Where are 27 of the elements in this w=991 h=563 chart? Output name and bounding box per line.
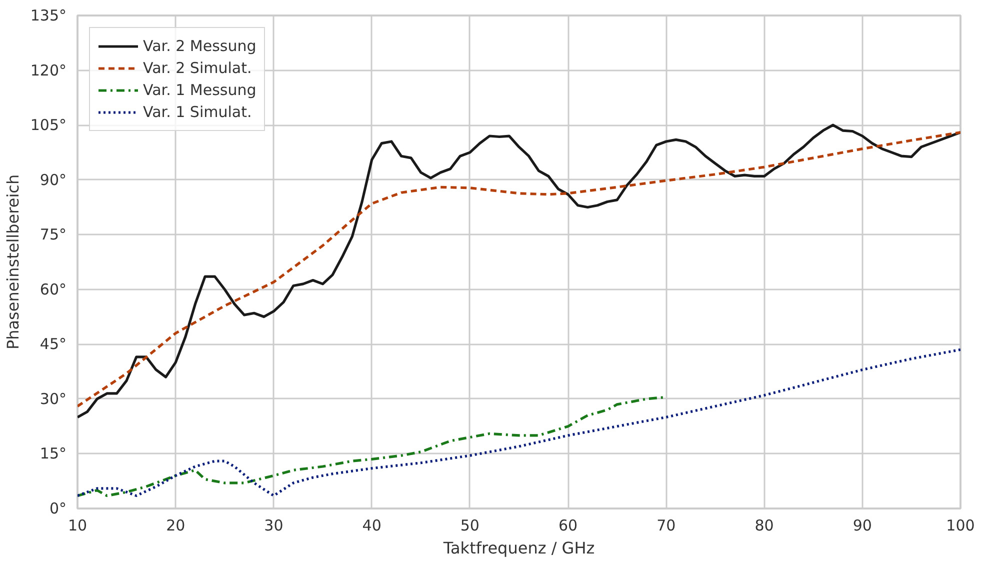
x-tick-label: 30 [264,516,284,534]
y-tick-label: 120° [30,61,67,80]
legend-label: Var. 1 Simulat. [143,103,252,121]
line-series [78,348,960,498]
legend-label: Var. 2 Messung [143,37,256,55]
y-tick-label: 90° [40,170,67,189]
y-tick-label: 45° [40,335,67,354]
legend-label: Var. 2 Simulat. [143,59,252,77]
x-tick-label: 20 [166,516,186,534]
y-tick-label: 0° [49,500,67,518]
y-axis-title: Phaseneinstellbereich [3,174,22,350]
y-tick-label: 105° [30,116,67,134]
y-tick-label: 15° [40,444,67,463]
x-tick-label: 40 [362,516,382,534]
x-tick-label: 70 [656,516,676,534]
y-tick-label: 75° [40,226,67,244]
y-tick-label: 30° [40,390,67,408]
x-axis-title: Taktfrequenz / GHz [442,538,595,558]
y-tick-label: 60° [40,280,67,298]
x-tick-label: 100 [946,516,975,534]
x-tick-label: 10 [68,516,88,534]
legend-label: Var. 1 Messung [143,81,256,99]
x-tick-label: 90 [852,516,872,534]
x-tick-label: 80 [754,516,774,534]
x-tick-label: 60 [558,516,578,534]
y-tick-label: 135° [30,6,67,24]
x-tick-label: 50 [460,516,480,534]
